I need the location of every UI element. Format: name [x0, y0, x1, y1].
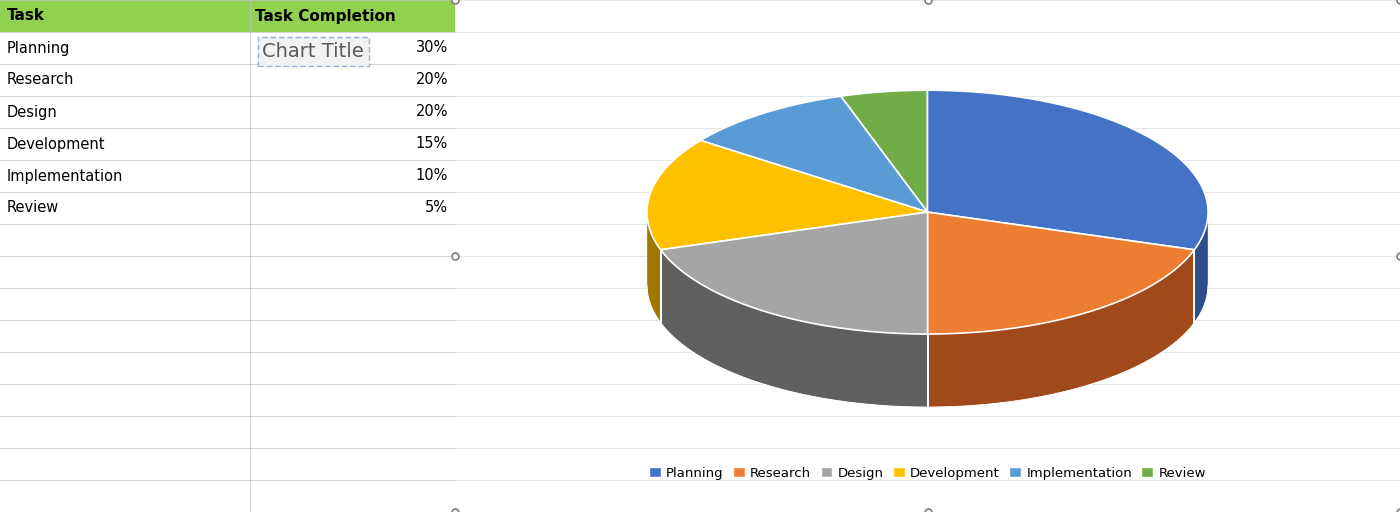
- Text: Development: Development: [7, 137, 105, 152]
- Text: Design: Design: [7, 104, 57, 119]
- Polygon shape: [927, 90, 1208, 250]
- Polygon shape: [661, 212, 927, 334]
- Text: Research: Research: [7, 73, 74, 88]
- Legend: Planning, Research, Design, Development, Implementation, Review: Planning, Research, Design, Development,…: [644, 461, 1211, 485]
- Text: 20%: 20%: [416, 104, 448, 119]
- Text: Task Completion: Task Completion: [255, 9, 396, 24]
- Text: Task: Task: [7, 9, 45, 24]
- Text: 30%: 30%: [416, 40, 448, 55]
- Text: 15%: 15%: [416, 137, 448, 152]
- Text: Review: Review: [7, 201, 59, 216]
- Text: Implementation: Implementation: [7, 168, 123, 183]
- Polygon shape: [927, 250, 1194, 407]
- Text: 20%: 20%: [416, 73, 448, 88]
- Polygon shape: [647, 212, 661, 323]
- Text: 5%: 5%: [426, 201, 448, 216]
- Polygon shape: [700, 96, 927, 212]
- Bar: [0, 0, 455, 32]
- Polygon shape: [661, 250, 927, 407]
- Text: 10%: 10%: [416, 168, 448, 183]
- Polygon shape: [841, 90, 927, 212]
- Polygon shape: [927, 212, 1194, 334]
- Polygon shape: [647, 140, 927, 250]
- Polygon shape: [1194, 213, 1208, 323]
- Text: Planning: Planning: [7, 40, 70, 55]
- Text: Chart Title: Chart Title: [262, 41, 364, 61]
